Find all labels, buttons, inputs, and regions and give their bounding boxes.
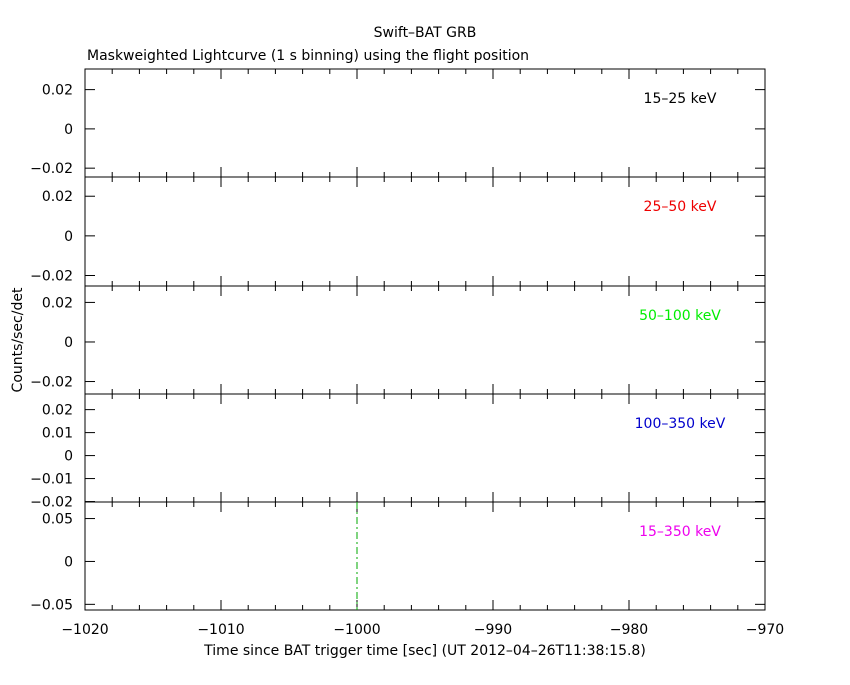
y-tick-label: −0.01 xyxy=(30,472,73,488)
y-tick-label: 0.02 xyxy=(42,189,73,205)
x-tick-label: −970 xyxy=(746,622,784,638)
y-tick-label: −0.02 xyxy=(30,375,73,391)
panel-frame xyxy=(84,501,766,611)
energy-band-label: 15–25 keV xyxy=(644,91,717,107)
x-tick-label: −990 xyxy=(474,622,512,638)
y-tick-label: 0.01 xyxy=(42,426,73,442)
x-axis-label: Time since BAT trigger time [sec] (UT 20… xyxy=(203,643,646,659)
y-tick-label: 0.02 xyxy=(42,295,73,311)
chart-subtitle: Maskweighted Lightcurve (1 s binning) us… xyxy=(87,48,529,64)
energy-band-label: 15–350 keV xyxy=(639,524,721,540)
x-tick-label: −1010 xyxy=(197,622,244,638)
panel-frame xyxy=(84,176,766,287)
y-axis-label: Counts/sec/det xyxy=(10,287,26,392)
panel-frame xyxy=(84,285,766,395)
y-tick-label: −0.05 xyxy=(30,597,73,613)
y-tick-label: −0.02 xyxy=(30,161,73,177)
chart-title: Swift–BAT GRB xyxy=(374,25,477,41)
y-tick-label: 0 xyxy=(64,229,73,245)
y-tick-label: 0 xyxy=(64,449,73,465)
y-tick-label: 0 xyxy=(64,554,73,570)
energy-band-label: 100–350 keV xyxy=(635,416,726,432)
y-tick-label: 0.05 xyxy=(42,512,73,528)
panels: 0.02 0 −0.02 15–25 keV 0.02 0 −0.02 25–50 keV 0.… xyxy=(30,68,784,638)
x-tick-label: −980 xyxy=(610,622,648,638)
y-tick-label: 0.02 xyxy=(42,83,73,99)
energy-band-label: 50–100 keV xyxy=(639,308,721,324)
x-tick-label: −1020 xyxy=(61,622,108,638)
y-tick-label: 0 xyxy=(64,335,73,351)
x-tick-label: −1000 xyxy=(333,622,380,638)
y-tick-label: 0 xyxy=(64,122,73,138)
y-tick-label: 0.02 xyxy=(42,403,73,419)
y-tick-label: −0.02 xyxy=(30,495,73,511)
energy-band-label: 25–50 keV xyxy=(644,199,717,215)
y-tick-label: −0.02 xyxy=(30,268,73,284)
panel-frame xyxy=(84,393,766,503)
panel-frame xyxy=(84,68,766,178)
